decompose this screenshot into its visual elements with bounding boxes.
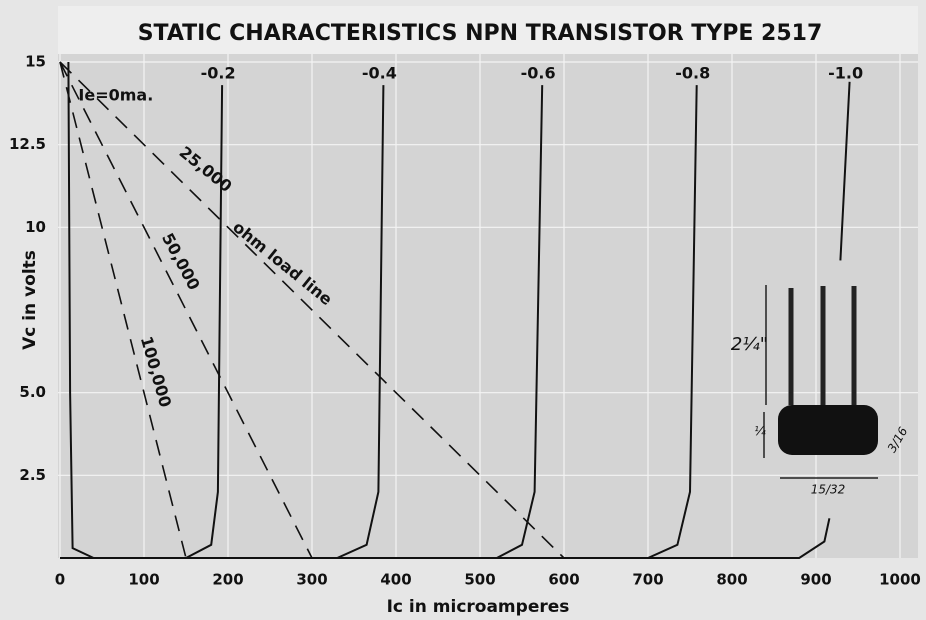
y-tick-label: 2.5 — [19, 466, 46, 484]
x-tick-label: 700 — [632, 571, 663, 589]
x-tick-label: 1000 — [879, 571, 921, 589]
dimension-label: ¼ — [754, 425, 766, 439]
dimension-label: 15/32 — [811, 483, 846, 497]
chart-title: STATIC CHARACTERISTICS NPN TRANSISTOR TY… — [138, 21, 823, 46]
transistor-body — [778, 405, 878, 455]
curve-label: -0.6 — [521, 64, 556, 83]
y-tick-label: 12.5 — [9, 135, 46, 153]
load-line — [59, 61, 565, 559]
x-tick-label: 200 — [212, 571, 243, 589]
curve-label: -0.4 — [362, 64, 397, 83]
curve-label: Ie=0ma. — [78, 86, 153, 105]
title-bar — [58, 6, 918, 54]
y-tick-label: 15 — [25, 53, 46, 71]
y-tick-label: 5.0 — [19, 383, 46, 401]
load-line — [59, 61, 187, 559]
characteristic-curve — [60, 81, 851, 559]
x-tick-label: 900 — [800, 571, 831, 589]
load-line — [59, 61, 313, 559]
curve-label: -0.2 — [201, 64, 236, 83]
x-tick-label: 300 — [296, 571, 327, 589]
x-tick-label: 600 — [548, 571, 579, 589]
transistor-drawing — [763, 285, 878, 479]
curve-label: -1.0 — [828, 64, 863, 83]
y-axis-label: Vc in volts — [20, 250, 40, 350]
x-tick-label: 100 — [128, 571, 159, 589]
curve-label: -0.8 — [675, 64, 710, 83]
characteristic-curve — [67, 61, 95, 559]
x-tick-label: 0 — [55, 571, 65, 589]
x-axis-label: Ic in microamperes — [387, 597, 570, 617]
plot-area — [58, 54, 918, 558]
y-tick-label: 10 — [25, 218, 46, 236]
dimension-label: 2¼" — [731, 334, 768, 355]
x-tick-label: 800 — [716, 571, 747, 589]
x-tick-label: 500 — [464, 571, 495, 589]
x-tick-label: 400 — [380, 571, 411, 589]
